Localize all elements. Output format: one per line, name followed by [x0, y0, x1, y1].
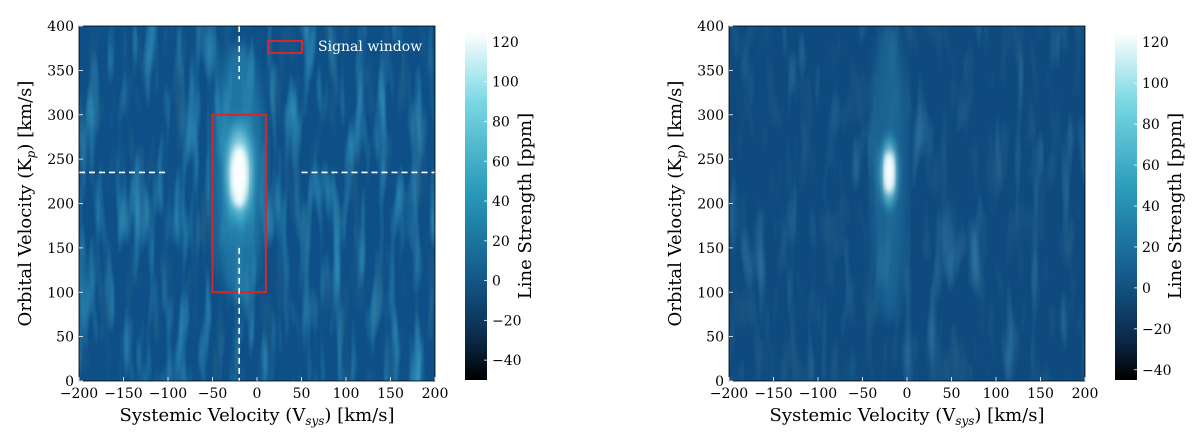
colorbar-tick-label: 20: [492, 234, 510, 250]
y-tick-label: 400: [697, 19, 724, 35]
x-tick-label: −150: [754, 386, 792, 402]
signal-core: [884, 152, 895, 193]
x-tick-label: 0: [903, 386, 912, 402]
y-tick-label: 250: [47, 152, 74, 168]
heatmap-dark-streaks: [729, 26, 1085, 381]
colorbar: [465, 32, 487, 380]
colorbar-tick-label: 80: [1142, 117, 1160, 133]
colorbar-tick-label: 40: [492, 194, 510, 210]
colorbar-tick-label: 20: [1142, 240, 1160, 256]
x-tick-label: 0: [253, 386, 262, 402]
x-axis-label: Systemic Velocity (Vsys) [km/s]: [769, 405, 1044, 428]
x-tick-label: −150: [104, 386, 142, 402]
legend-swatch: [267, 40, 303, 54]
y-tick-label: 50: [56, 330, 74, 346]
colorbar-tick-label: −40: [492, 353, 522, 369]
y-tick-label: 400: [47, 19, 74, 35]
y-tick-label: 100: [697, 285, 724, 301]
x-tick-label: −50: [848, 386, 878, 402]
colorbar-tick-label: 0: [1142, 281, 1151, 297]
colorbar: [1115, 32, 1137, 380]
colorbar-tick-label: 100: [492, 75, 519, 91]
x-tick-label: 50: [943, 386, 961, 402]
signal-core: [231, 147, 248, 208]
colorbar-tick-label: −20: [1142, 322, 1172, 338]
x-tick-label: 50: [293, 386, 311, 402]
y-axis-label: Orbital Velocity (Kp) [km/s]: [15, 81, 38, 327]
x-tick-label: 150: [1027, 386, 1054, 402]
colorbar-tick-label: 80: [492, 114, 510, 130]
colorbar-tick-label: 100: [1142, 76, 1169, 92]
colorbar-label: Line Strength [ppm]: [1165, 113, 1186, 299]
colorbar-tick-label: 60: [1142, 158, 1160, 174]
x-tick-label: −200: [60, 386, 98, 402]
y-tick-label: 0: [65, 374, 74, 390]
y-axis-label: Orbital Velocity (Kp) [km/s]: [665, 81, 688, 327]
x-tick-label: −100: [799, 386, 837, 402]
x-axis-label: Systemic Velocity (Vsys) [km/s]: [119, 405, 394, 428]
heatmap-image: [79, 26, 435, 381]
colorbar-tick-label: −40: [1142, 363, 1172, 379]
colorbar-tick-label: 60: [492, 154, 510, 170]
colorbar-tick-label: −20: [492, 313, 522, 329]
left-panel: Signal window−200 −150 −100 −50 0 50 100 150 200…: [15, 19, 536, 428]
colorbar-tick-label: 120: [1142, 35, 1169, 51]
x-tick-label: −50: [198, 386, 228, 402]
y-tick-label: 150: [697, 241, 724, 257]
y-tick-label: 100: [47, 285, 74, 301]
colorbar-label: Line Strength [ppm]: [515, 113, 536, 299]
x-tick-label: 150: [377, 386, 404, 402]
y-tick-label: 350: [697, 63, 724, 79]
right-panel: −200 −150 −100 −50 0 50 100 150 2000501001502002…: [665, 19, 1186, 428]
colorbar-tick-label: 0: [492, 274, 501, 290]
y-tick-label: 300: [47, 108, 74, 124]
colorbar-tick-label: 40: [1142, 199, 1160, 215]
x-tick-label: 200: [422, 386, 449, 402]
x-tick-label: 100: [983, 386, 1010, 402]
y-tick-label: 350: [47, 63, 74, 79]
y-tick-label: 200: [697, 197, 724, 213]
x-tick-label: 200: [1072, 386, 1099, 402]
y-tick-label: 0: [715, 374, 724, 390]
x-tick-label: −200: [710, 386, 748, 402]
y-tick-label: 200: [47, 197, 74, 213]
colorbar-tick-label: 120: [492, 35, 519, 51]
heatmap-image: [729, 26, 1085, 381]
y-tick-label: 300: [697, 108, 724, 124]
y-tick-label: 50: [706, 330, 724, 346]
x-tick-label: −100: [149, 386, 187, 402]
legend-label: Signal window: [318, 39, 422, 55]
y-tick-label: 150: [47, 241, 74, 257]
x-tick-label: 100: [333, 386, 360, 402]
y-tick-label: 250: [697, 152, 724, 168]
